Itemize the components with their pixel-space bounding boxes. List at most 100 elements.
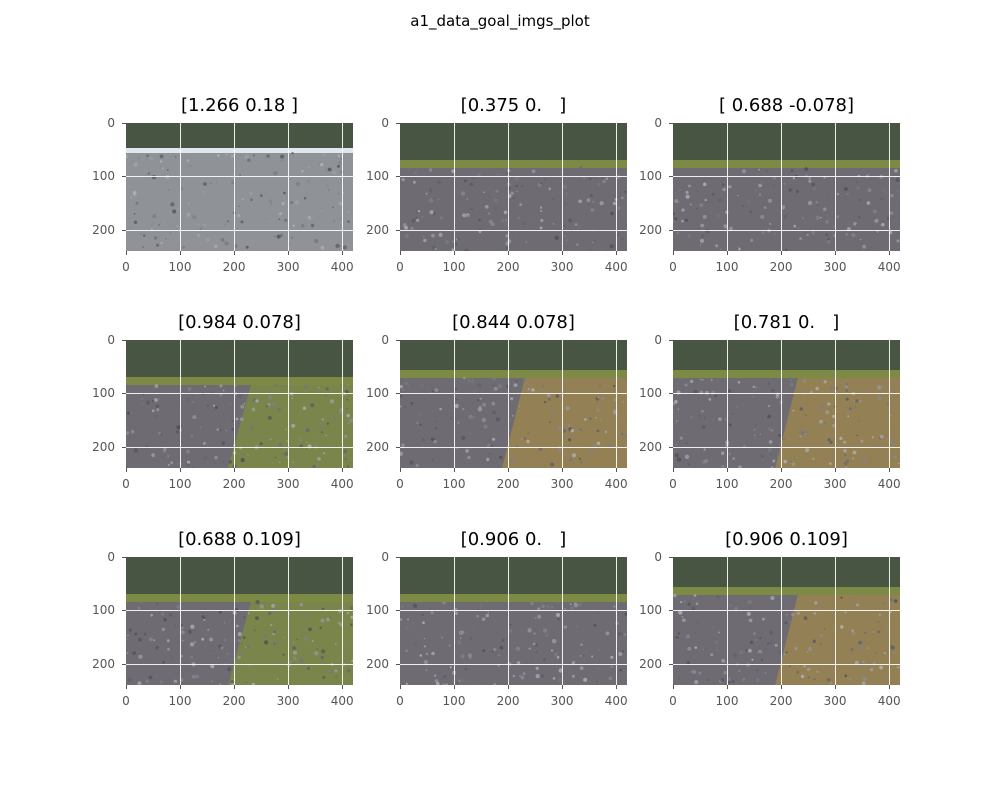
gridline-vertical: [835, 123, 837, 251]
goal-image: [673, 340, 900, 468]
gridline-vertical: [454, 123, 455, 251]
x-tick-mark: [342, 468, 344, 472]
x-tick-label: 100: [442, 477, 466, 491]
x-tick-label: 0: [122, 477, 130, 491]
panel-title: [0.906 0. ]: [460, 529, 567, 550]
panel-title: [0.844 0.078]: [452, 312, 575, 333]
gridline-vertical: [342, 557, 344, 685]
x-tick-mark: [288, 251, 290, 255]
y-tick-mark: [669, 176, 673, 178]
x-tick-label: 200: [222, 694, 246, 708]
y-tick-label: 200: [366, 656, 389, 671]
image-panel: [0.688 0.109] 0 100 200 300 400 0 100 200: [92, 529, 354, 708]
y-tick-label: 0: [107, 550, 115, 564]
gridline-vertical: [508, 123, 510, 251]
y-tick-mark: [669, 610, 673, 612]
gridline-vertical: [562, 340, 564, 468]
x-tick-mark: [454, 685, 455, 689]
y-tick-label: 200: [92, 439, 115, 454]
x-tick-mark: [234, 251, 236, 255]
gridline-horizontal: [673, 610, 900, 612]
x-tick-mark: [126, 685, 127, 689]
gridline-vertical: [288, 557, 290, 685]
x-tick-label: 200: [769, 260, 793, 274]
y-tick-label: 0: [381, 333, 389, 347]
x-tick-label: 300: [276, 260, 300, 274]
x-tick-label: 200: [496, 694, 520, 708]
x-tick-label: 200: [222, 477, 246, 491]
y-tick-mark: [122, 557, 126, 558]
x-tick-mark: [835, 468, 837, 472]
x-tick-mark: [180, 251, 181, 255]
gridline-vertical: [727, 557, 728, 685]
gridline-horizontal: [126, 663, 353, 665]
gridline-horizontal: [673, 393, 900, 395]
y-tick-mark: [122, 123, 126, 124]
y-tick-mark: [396, 229, 400, 231]
x-tick-label: 0: [396, 477, 404, 491]
x-tick-label: 100: [715, 694, 739, 708]
x-tick-mark: [126, 251, 127, 255]
x-tick-label: 0: [669, 694, 677, 708]
y-tick-label: 100: [639, 603, 662, 618]
y-tick-mark: [122, 229, 126, 231]
x-tick-mark: [562, 685, 564, 689]
gridline-vertical: [835, 340, 837, 468]
gridline-vertical: [508, 557, 510, 685]
x-tick-mark: [454, 251, 455, 255]
goal-image: [400, 123, 627, 251]
gridline-horizontal: [673, 663, 900, 665]
y-tick-mark: [396, 610, 400, 612]
gridline-horizontal: [126, 393, 353, 395]
panel-title: [0.688 0.109]: [178, 529, 301, 550]
x-tick-mark: [508, 251, 510, 255]
x-tick-mark: [562, 251, 564, 255]
x-tick-mark: [616, 468, 618, 472]
x-tick-label: 200: [769, 477, 793, 491]
image-panel: [0.984 0.078] 0 100 200 300 400 0 100 200: [92, 312, 354, 491]
y-tick-label: 0: [107, 333, 115, 347]
gridline-vertical: [889, 557, 891, 685]
y-tick-label: 200: [639, 222, 662, 237]
gridline-vertical: [616, 557, 618, 685]
x-tick-mark: [400, 251, 401, 255]
gridline-horizontal: [400, 446, 627, 448]
goal-image: [400, 340, 627, 468]
x-tick-label: 300: [276, 694, 300, 708]
x-tick-mark: [673, 251, 674, 255]
gridline-horizontal: [400, 229, 627, 231]
x-tick-label: 100: [168, 694, 192, 708]
panel-title: [0.984 0.078]: [178, 312, 301, 333]
image-panel: [0.781 0. ] 0 100 200 300 400 0 100 200: [639, 312, 901, 491]
y-tick-mark: [669, 340, 673, 341]
x-tick-mark: [288, 685, 290, 689]
x-tick-label: 200: [222, 260, 246, 274]
x-tick-mark: [400, 685, 401, 689]
x-tick-mark: [835, 251, 837, 255]
gridline-vertical: [234, 557, 236, 685]
x-tick-label: 300: [550, 694, 574, 708]
x-tick-mark: [781, 685, 783, 689]
x-tick-label: 300: [823, 260, 847, 274]
x-tick-label: 400: [330, 477, 354, 491]
panel-title: [1.266 0.18 ]: [180, 95, 299, 116]
gridline-vertical: [562, 123, 564, 251]
x-tick-mark: [342, 685, 344, 689]
y-tick-label: 100: [92, 169, 115, 184]
x-tick-mark: [180, 468, 181, 472]
x-tick-mark: [234, 468, 236, 472]
gridline-horizontal: [126, 176, 353, 178]
x-tick-label: 400: [330, 260, 354, 274]
gridline-vertical: [781, 123, 783, 251]
x-tick-label: 300: [550, 260, 574, 274]
y-tick-mark: [669, 557, 673, 558]
y-tick-mark: [669, 393, 673, 395]
x-tick-mark: [180, 685, 181, 689]
x-tick-mark: [508, 468, 510, 472]
y-tick-label: 200: [92, 222, 115, 237]
x-tick-mark: [889, 251, 891, 255]
y-tick-mark: [669, 229, 673, 231]
x-tick-mark: [288, 468, 290, 472]
gridline-horizontal: [673, 446, 900, 448]
x-tick-mark: [781, 468, 783, 472]
